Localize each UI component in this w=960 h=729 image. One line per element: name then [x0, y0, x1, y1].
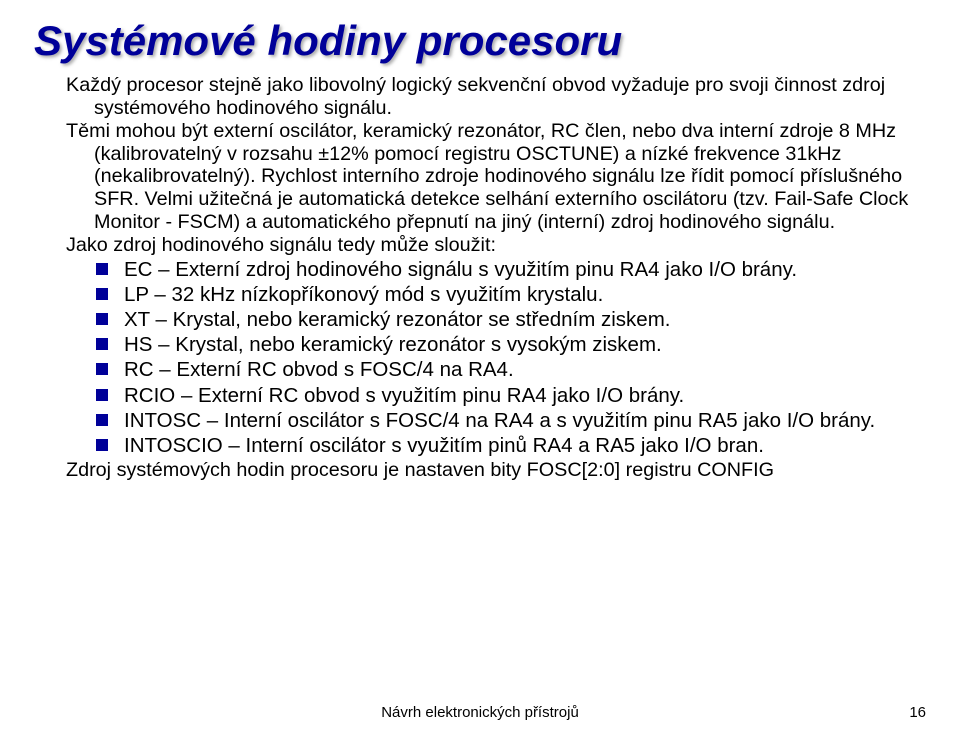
- paragraph-4: Zdroj systémových hodin procesoru je nas…: [94, 459, 926, 482]
- list-item: INTOSC – Interní oscilátor s FOSC/4 na R…: [94, 409, 926, 433]
- list-item: LP – 32 kHz nízkopříkonový mód s využití…: [94, 283, 926, 307]
- slide-title: Systémové hodiny procesoru: [34, 18, 926, 64]
- slide: Systémové hodiny procesoru Každý proceso…: [0, 0, 960, 729]
- paragraph-2: Těmi mohou být externí oscilátor, kerami…: [94, 120, 926, 233]
- list-item: RCIO – Externí RC obvod s využitím pinu …: [94, 384, 926, 408]
- list-item: RC – Externí RC obvod s FOSC/4 na RA4.: [94, 358, 926, 382]
- page-number: 16: [909, 704, 926, 721]
- paragraph-1: Každý procesor stejně jako libovolný log…: [94, 74, 926, 119]
- list-item: INTOSCIO – Interní oscilátor s využitím …: [94, 434, 926, 458]
- list-item: XT – Krystal, nebo keramický rezonátor s…: [94, 308, 926, 332]
- bullet-list: EC – Externí zdroj hodinového signálu s …: [94, 258, 926, 459]
- slide-body: Každý procesor stejně jako libovolný log…: [34, 74, 926, 482]
- footer-center-text: Návrh elektronických přístrojů: [381, 704, 579, 721]
- paragraph-3: Jako zdroj hodinového signálu tedy může …: [94, 234, 926, 257]
- list-item: HS – Krystal, nebo keramický rezonátor s…: [94, 333, 926, 357]
- list-item: EC – Externí zdroj hodinového signálu s …: [94, 258, 926, 282]
